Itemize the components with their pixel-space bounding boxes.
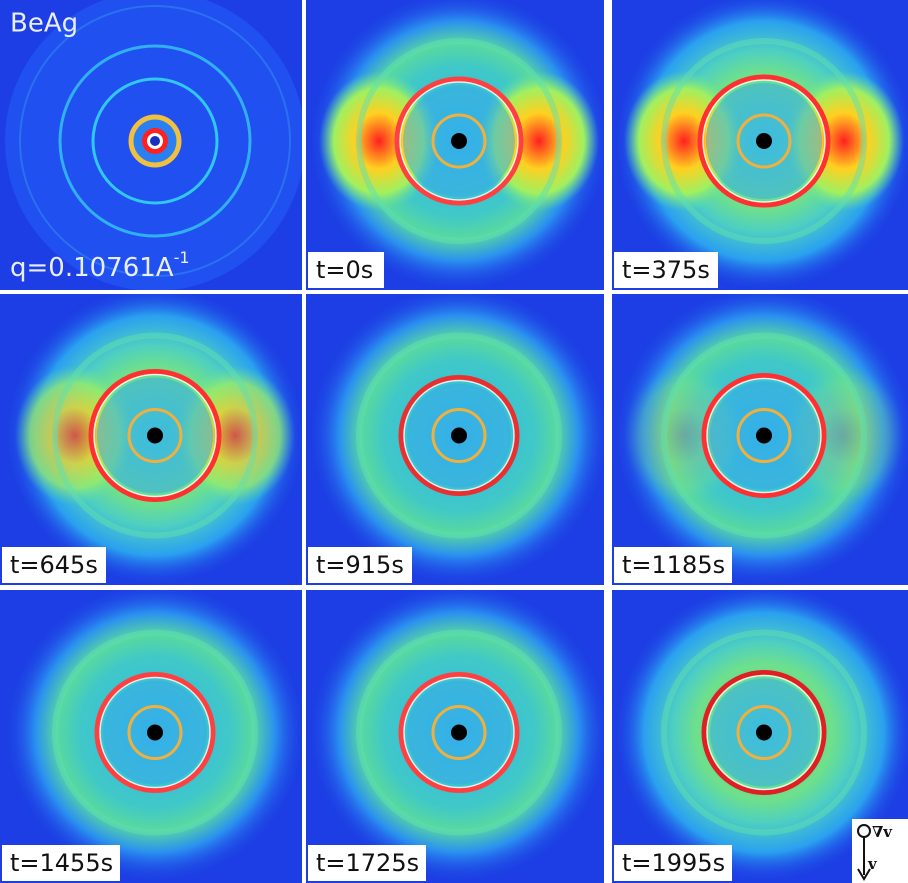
main-ring-core: [399, 81, 519, 201]
main-ring-core: [403, 379, 515, 492]
beam-stop: [451, 724, 467, 741]
label-box: [614, 252, 718, 288]
q-text: q=0.10761A: [10, 253, 174, 283]
gradient-symbol: ∇v: [872, 823, 893, 841]
beam-stop: [147, 724, 163, 741]
label-box: [2, 547, 106, 583]
ring: [91, 77, 219, 205]
inner-ring: [736, 408, 792, 463]
panel: t=1995s ∇v v: [612, 590, 908, 883]
panel-label: t=375s: [622, 256, 710, 284]
panel-label: t=645s: [10, 551, 98, 579]
label-box: [308, 845, 426, 881]
arrow-head: [857, 868, 871, 881]
outer-ring: [52, 332, 258, 539]
main-ring: [701, 670, 827, 795]
label-box: [614, 845, 732, 881]
inner-ring: [127, 408, 183, 463]
main-ring-core: [99, 676, 211, 789]
beam-stop: [150, 136, 160, 146]
main-ring-core: [93, 373, 217, 498]
main-ring: [88, 369, 222, 502]
main-ring: [94, 672, 216, 793]
main-ring-core: [403, 676, 515, 789]
inner-ring: [431, 705, 487, 760]
outer-ring: [661, 332, 867, 539]
symbol-box: [852, 819, 908, 883]
beam-stop: [451, 133, 467, 149]
label-box: [308, 547, 412, 583]
panel: t=1455s: [0, 590, 302, 883]
main-ring: [701, 373, 827, 498]
q-exponent: -1: [174, 248, 190, 267]
main-ring: [697, 74, 831, 208]
beam-stop: [147, 427, 163, 444]
panel: t=645s: [0, 294, 302, 585]
panel: t=0s: [306, 0, 604, 290]
velocity-symbol: v: [867, 855, 878, 873]
main-ring-core: [706, 674, 822, 791]
label-box: [2, 845, 120, 881]
panel-label: BeAg: [10, 9, 78, 39]
main-ring-core: [702, 79, 826, 203]
beam-stop: [756, 724, 772, 741]
main-ring: [398, 375, 520, 496]
panel: t=915s: [306, 294, 604, 585]
panel: t=1725s: [306, 590, 604, 883]
outer-ring: [356, 629, 562, 836]
q-value: q=0.10761A-1: [10, 248, 190, 283]
beam-stop: [756, 133, 772, 149]
ring: [58, 44, 252, 238]
main-ring: [398, 672, 520, 793]
outer-ring: [52, 629, 258, 836]
outer-ring: [661, 38, 867, 244]
panel-label: t=1995s: [622, 849, 725, 877]
beam-stop: [451, 427, 467, 444]
outer-ring: [356, 332, 562, 539]
inner-ring: [127, 705, 183, 760]
main-ring: [394, 76, 524, 206]
panel-label: t=1725s: [316, 849, 419, 877]
beam-stop: [756, 427, 772, 444]
outer-ring: [661, 629, 867, 836]
panel-label: t=0s: [316, 256, 373, 284]
panel: BeAg q=0.10761A-1: [0, 0, 302, 290]
label-box: [614, 547, 732, 583]
panel-label: t=1455s: [10, 849, 113, 877]
panel-label: t=915s: [316, 551, 404, 579]
panel: t=375s: [612, 0, 908, 290]
inner-ring: [736, 705, 792, 760]
inner-ring: [431, 408, 487, 463]
inner-ring: [431, 113, 487, 169]
label-box: [308, 252, 384, 288]
inner-ring: [736, 113, 792, 169]
outer-ring: [356, 38, 562, 244]
main-ring-core: [706, 377, 822, 494]
panel: t=1185s: [612, 294, 908, 585]
ring: [19, 5, 291, 277]
panel-label: t=1185s: [622, 551, 725, 579]
